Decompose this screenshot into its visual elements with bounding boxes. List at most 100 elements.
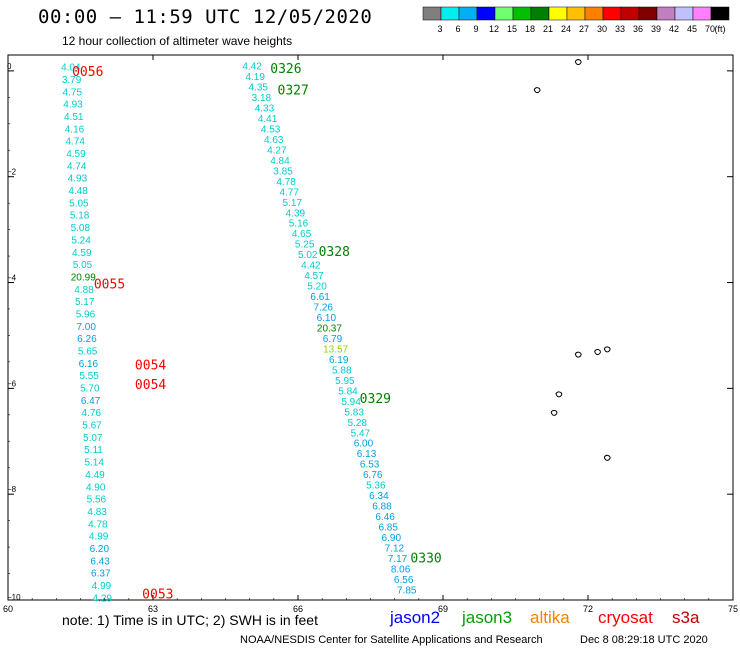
wave-height-value: 5.84 [338, 386, 358, 397]
wave-height-value: 4.59 [72, 248, 92, 259]
wave-height-value: 7.00 [76, 322, 96, 333]
colorbar-label: 18 [525, 24, 535, 34]
pass-time-labels: 0056 0055 0054 0054 0053 0326 0327 0328 0329 0330 [72, 62, 442, 602]
credit-line: NOAA/NESDIS Center for Satellite Applica… [240, 634, 543, 646]
wave-height-value: 4.77 [279, 187, 299, 198]
wave-height-value: 5.47 [351, 428, 371, 439]
wave-height-value: 4.78 [276, 177, 296, 188]
wave-height-value: 5.08 [71, 223, 91, 234]
map-axes: 60 63 66 69 72 75 0 −2 −4 −6 −8 −10 [3, 55, 738, 614]
wave-height-value: 7.12 [385, 544, 405, 555]
colorbar-label: 6 [455, 24, 460, 34]
wave-height-value: 5.11 [84, 445, 103, 456]
mission-jason2: jason2 [390, 608, 441, 627]
wave-height-value: 20.37 [317, 324, 342, 335]
wave-height-value: 5.25 [295, 240, 315, 251]
pass-time-label: 0329 [360, 392, 391, 407]
colorbar-swatch [512, 6, 532, 21]
wave-height-value: 6.34 [369, 491, 389, 502]
generated-timestamp: Dec 8 08:29:18 UTC 2020 [580, 634, 708, 646]
wave-height-value: 4.04 [61, 63, 81, 74]
mission-cryosat: cryosat [598, 608, 653, 627]
x-tick-label: 75 [728, 604, 738, 614]
pass-time-label: 0054 [135, 378, 166, 393]
wave-height-value: 6.13 [357, 449, 377, 460]
colorbar-swatch [620, 6, 640, 21]
colorbar-label: 33 [615, 24, 625, 34]
wave-height-value: 6.88 [372, 502, 392, 513]
colorbar-label: 24 [561, 24, 571, 34]
wave-height-value: 4.78 [88, 519, 108, 530]
wave-height-value: 4.63 [264, 135, 284, 146]
island-outlines [533, 59, 611, 461]
wave-height-value: 5.24 [71, 235, 91, 246]
satellite-tracks: 4.043.794.754.934.514.164.744.594.744.93… [61, 62, 417, 605]
mission-s3a: s3a [672, 608, 700, 627]
wave-height-value: 4.16 [65, 124, 85, 135]
colorbar-label: 15 [507, 24, 517, 34]
wave-height-value: 4.65 [292, 229, 312, 240]
wave-height-value: 4.83 [87, 507, 107, 518]
colorbar-swatch [710, 6, 730, 21]
colorbar-swatch [566, 6, 586, 21]
colorbar-swatch [692, 6, 712, 21]
wave-height-value: 5.88 [332, 365, 352, 376]
wave-height-value: 6.90 [382, 533, 402, 544]
colorbar-label: 39 [651, 24, 661, 34]
wave-height-value: 8.06 [391, 564, 411, 575]
wave-height-value: 6.47 [81, 396, 101, 407]
wave-height-value: 5.65 [78, 347, 98, 358]
y-tick-label: −2 [7, 168, 17, 177]
wave-height-value: 7.26 [313, 303, 333, 314]
wave-height-value: 6.61 [310, 292, 330, 303]
wave-height-value: 6.00 [354, 439, 374, 450]
map-subtitle: 12 hour collection of altimeter wave hei… [62, 34, 293, 48]
wave-height-value: 4.51 [64, 112, 84, 123]
wave-height-value: 4.42 [242, 62, 262, 73]
island-c [574, 351, 582, 358]
colorbar-swatch [422, 6, 442, 21]
wave-height-value: 3.85 [273, 166, 293, 177]
island-d [594, 349, 601, 355]
wave-height-value: 6.76 [363, 470, 383, 481]
pass-time-label: 0054 [135, 359, 166, 374]
wave-height-value: 4.74 [65, 137, 85, 148]
wave-height-value: 5.16 [289, 219, 309, 230]
wave-height-value: 4.59 [66, 149, 86, 160]
colorbar-swatch [548, 6, 568, 21]
wave-height-value: 6.43 [90, 556, 110, 567]
wave-height-value: 4.39 [286, 208, 306, 219]
wave-height-value: 5.95 [335, 376, 355, 387]
wave-height-value: 5.18 [70, 211, 90, 222]
wave-height-value: 5.05 [73, 260, 93, 271]
colorbar-label: 36 [633, 24, 643, 34]
x-tick-label: 60 [3, 604, 13, 614]
y-tick-label: −6 [7, 379, 17, 388]
wave-height-value: 4.19 [245, 72, 265, 83]
colorbar-label: 9 [473, 24, 478, 34]
y-tick-label: 0 [7, 62, 12, 71]
wave-height-value: 5.83 [344, 407, 364, 418]
y-tick-label: −4 [7, 274, 17, 283]
mission-altika: altika [530, 608, 570, 627]
map-title: 00:00 — 11:59 UTC 12/05/2020 [38, 6, 373, 28]
wave-height-value: 7.17 [388, 554, 408, 565]
pass-time-label: 0055 [94, 278, 125, 293]
pass-time-label: 0053 [142, 588, 173, 603]
colorbar-swatch [674, 6, 694, 21]
units-note: note: 1) Time is in UTC; 2) SWH is in fe… [62, 612, 318, 628]
colorbar-swatch [458, 6, 478, 21]
wave-height-value: 5.20 [307, 282, 327, 293]
wave-height-value: 4.49 [85, 470, 105, 481]
pass-time-label: 0330 [410, 552, 441, 567]
wave-height-value: 5.02 [298, 250, 318, 261]
colorbar-swatch [638, 6, 658, 21]
colorbar-legend: 3 6 9 12 15 18 21 24 27 30 33 36 39 42 45 70 (ft) [422, 6, 730, 34]
wave-height-value: 5.55 [79, 371, 99, 382]
colorbar-label: 3 [437, 24, 442, 34]
wave-height-value: 3.18 [252, 93, 272, 104]
colorbar-label: (ft) [715, 24, 726, 34]
colorbar-swatch [440, 6, 460, 21]
